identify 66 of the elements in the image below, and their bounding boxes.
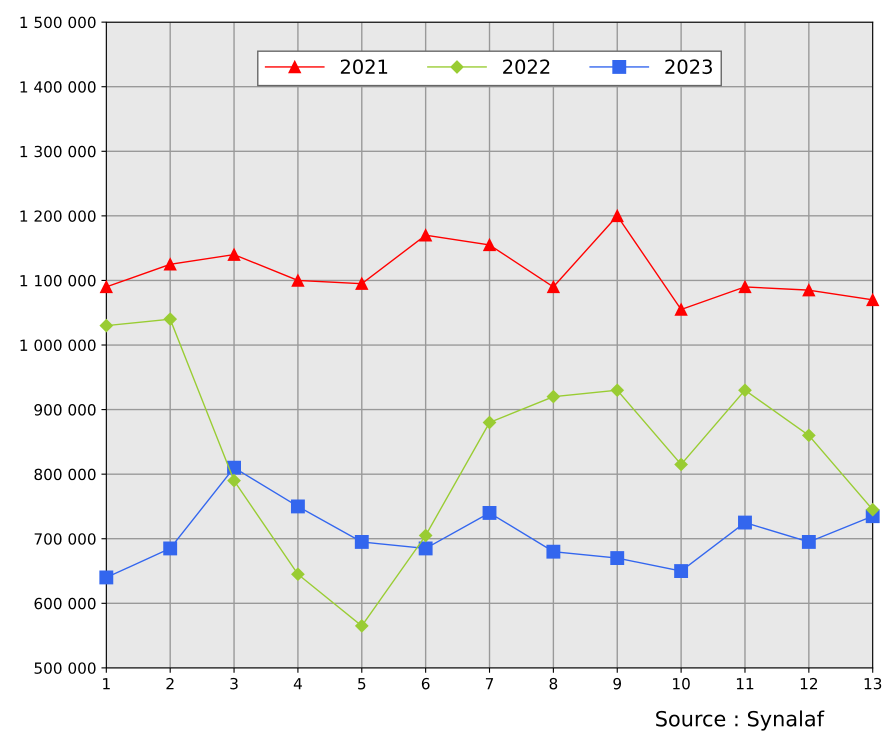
point: [802, 535, 816, 549]
point: [227, 460, 241, 475]
legend-label: 2021: [340, 59, 388, 74]
point: [674, 458, 688, 472]
x-tick-label: 6: [422, 678, 430, 690]
point: [674, 303, 688, 316]
point: [738, 280, 752, 294]
point: [802, 284, 816, 296]
point: [610, 384, 624, 397]
x-tick-label: 1: [103, 678, 110, 690]
x-tick-label: 4: [294, 678, 302, 690]
point: [738, 384, 752, 397]
y-tick-label: 1 500 000: [20, 16, 96, 28]
legend-label: 2023: [665, 59, 712, 74]
x-tick-label: 11: [736, 678, 754, 690]
point: [802, 428, 816, 442]
point: [356, 277, 368, 290]
point: [546, 544, 560, 559]
point: [866, 294, 879, 306]
y-tick-label: 1 000 000: [20, 339, 96, 352]
x-tick-label: 2: [166, 678, 174, 690]
y-tick-label: 1 400 000: [20, 81, 96, 93]
point: [482, 416, 496, 430]
point: [610, 551, 624, 566]
x-tick-label: 12: [800, 678, 818, 690]
y-tick-label: 1 300 000: [20, 146, 96, 158]
y-tick-label: 1 200 000: [20, 210, 96, 222]
y-tick-label: 1 100 000: [20, 274, 96, 286]
point: [355, 619, 368, 633]
x-tick-label: 8: [550, 678, 558, 690]
point: [546, 390, 560, 404]
legend-label: 2022: [503, 59, 550, 74]
point: [419, 528, 432, 542]
point: [227, 474, 241, 488]
point: [354, 535, 369, 549]
x-tick-label: 13: [864, 678, 882, 690]
point: [866, 503, 880, 516]
point: [163, 541, 178, 556]
point: [674, 564, 688, 578]
point: [228, 248, 240, 261]
y-tick-label: 700 000: [34, 533, 96, 545]
point: [292, 274, 304, 287]
x-tick-label: 5: [358, 678, 366, 690]
x-tick-label: 9: [613, 678, 622, 690]
point: [482, 506, 496, 520]
y-tick-label: 500 000: [34, 662, 96, 674]
point: [291, 568, 305, 581]
y-tick-label: 900 000: [34, 404, 96, 416]
point: [290, 500, 305, 514]
y-tick-label: 800 000: [34, 468, 96, 480]
point: [419, 228, 432, 242]
point: [164, 258, 176, 271]
point: [738, 516, 752, 530]
point: [100, 280, 113, 294]
source-note: Source : Synalaf: [656, 710, 824, 731]
y-tick-label: 600 000: [34, 598, 96, 610]
x-tick-label: 3: [230, 678, 238, 690]
point: [418, 541, 433, 556]
point: [100, 319, 113, 332]
point: [99, 570, 114, 584]
point: [610, 210, 624, 222]
x-tick-label: 7: [486, 678, 494, 690]
x-tick-label: 10: [673, 678, 690, 690]
point: [547, 280, 560, 294]
point: [164, 312, 177, 326]
point: [483, 238, 496, 252]
